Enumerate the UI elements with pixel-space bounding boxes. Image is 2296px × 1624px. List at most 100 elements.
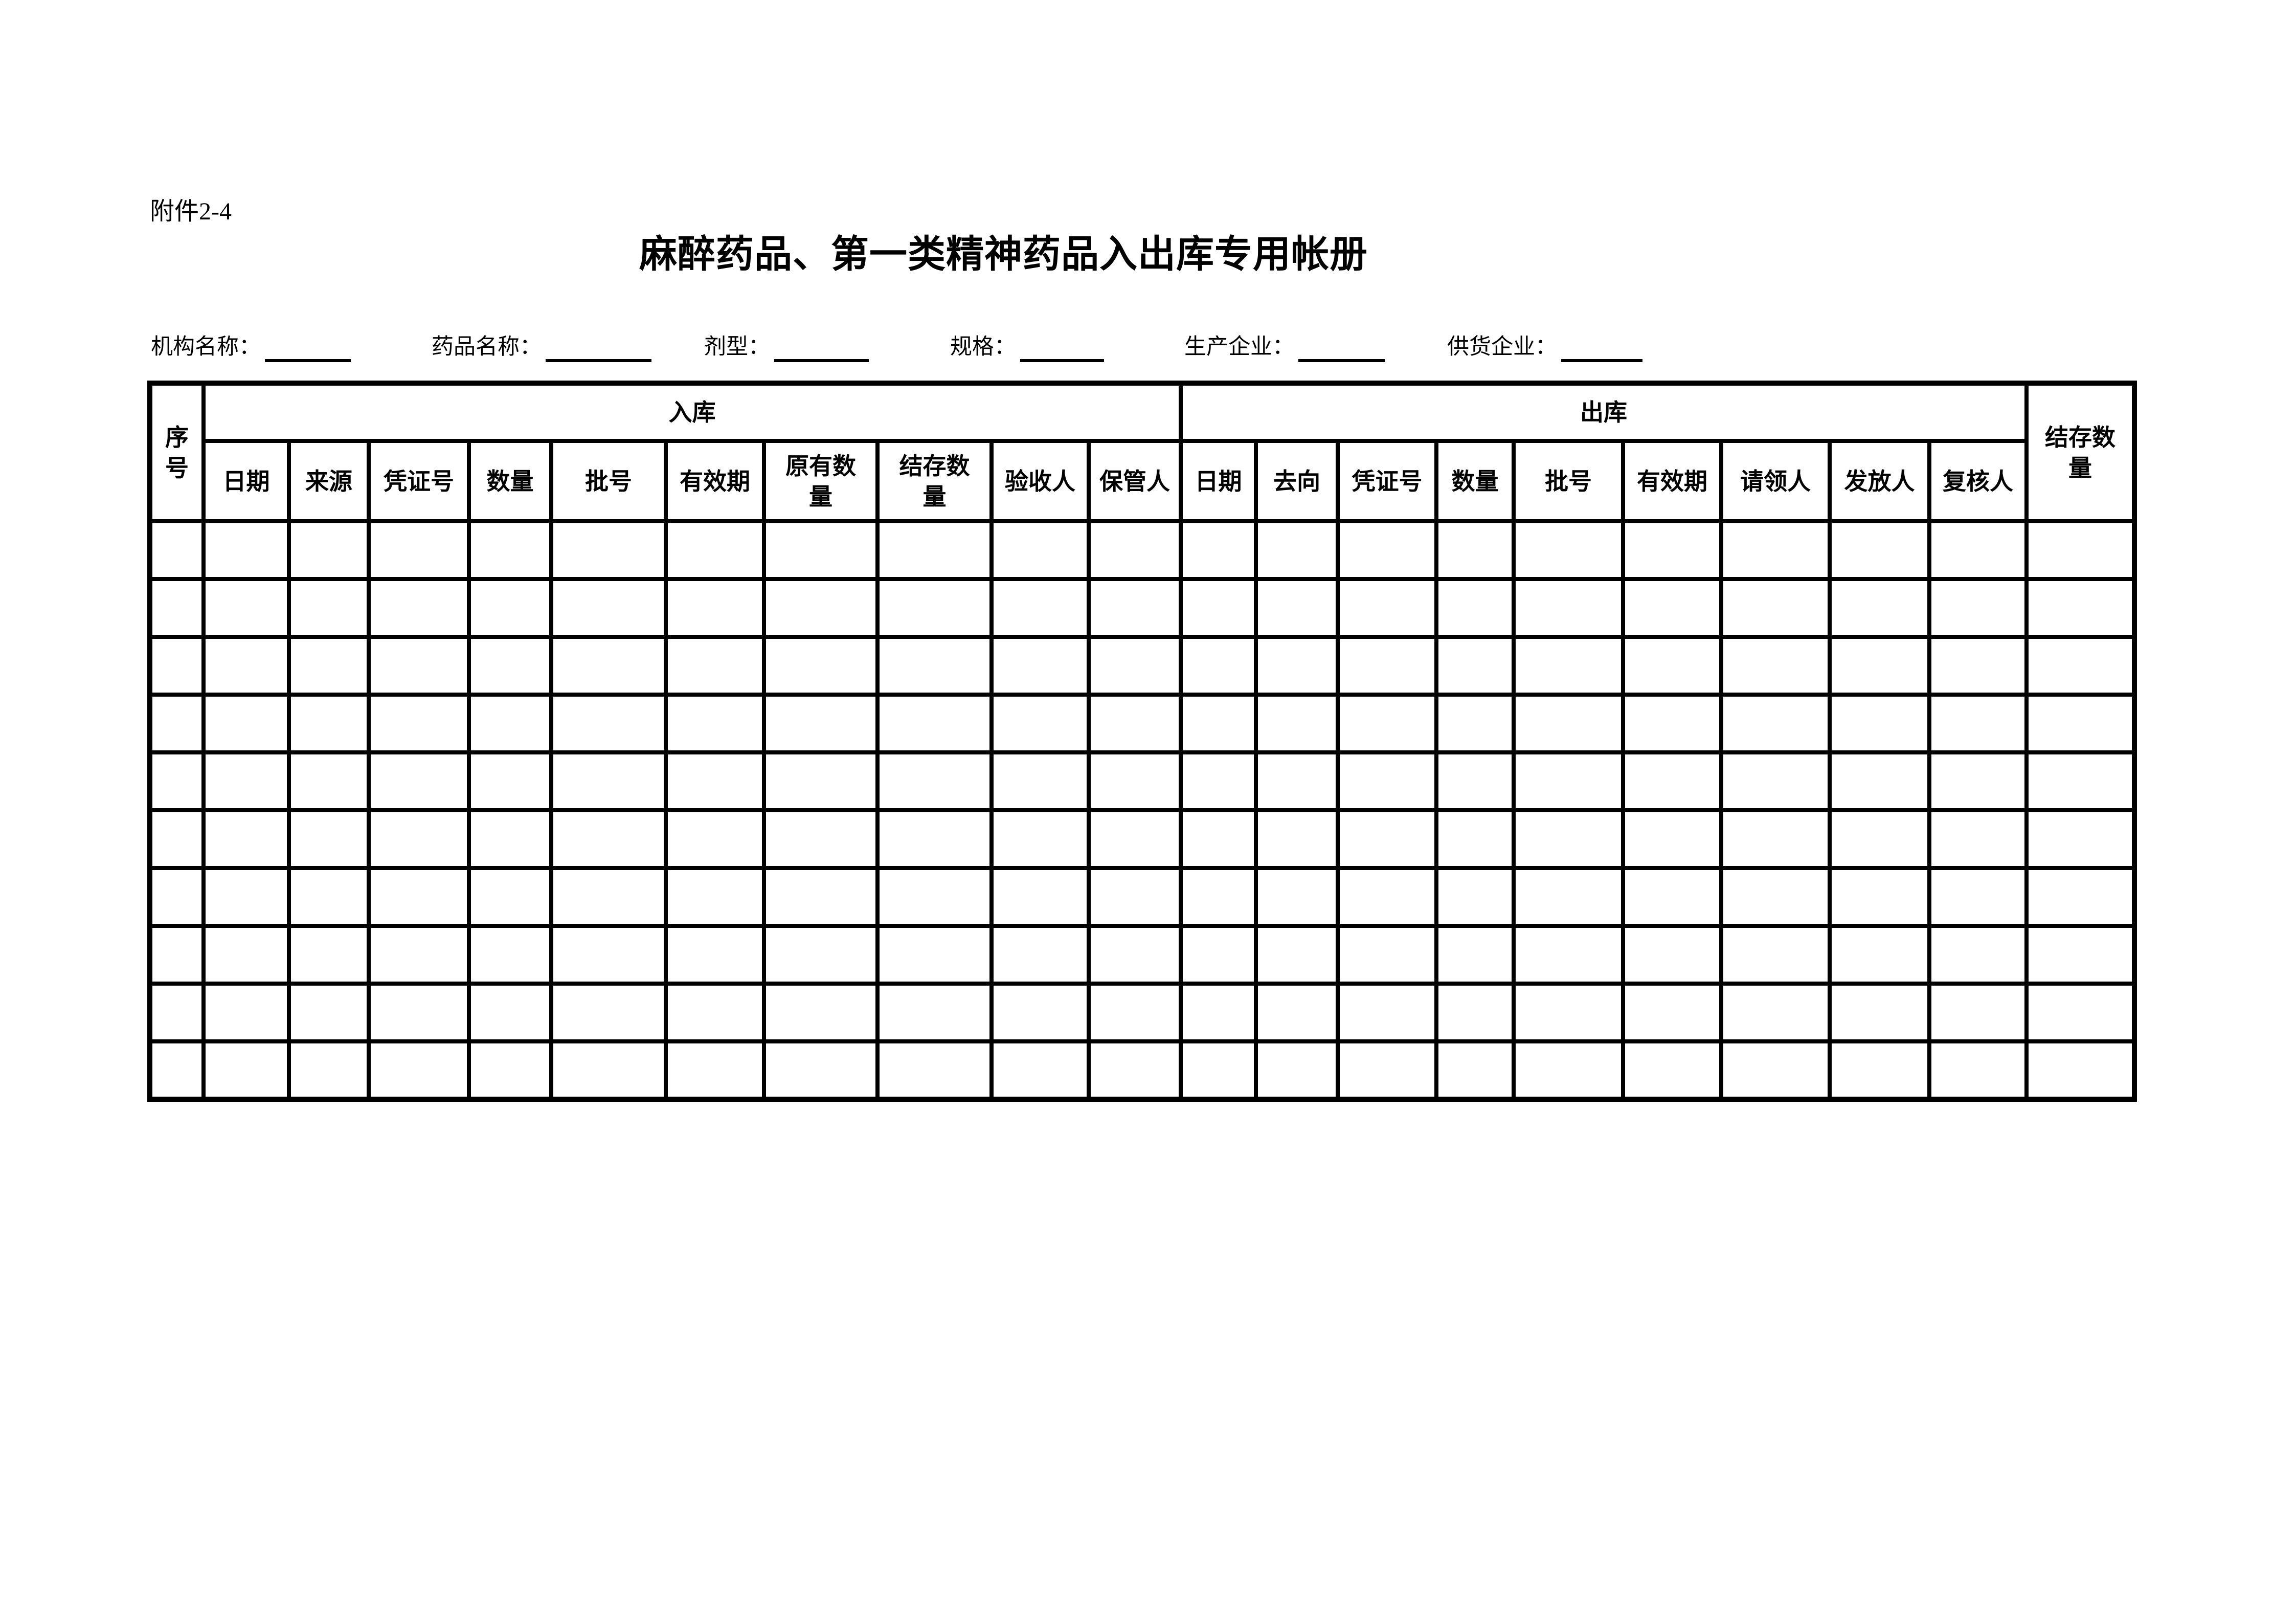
empty-cell <box>1179 693 1258 754</box>
empty-cell <box>664 577 766 639</box>
empty-cell <box>1512 577 1625 639</box>
empty-cell <box>549 1039 668 1101</box>
empty-cell <box>467 577 553 639</box>
empty-cell <box>1254 1039 1340 1101</box>
field-dosage-form-label: 剂型： <box>704 335 770 359</box>
field-drug-name: 药品名称： <box>432 332 651 362</box>
empty-cell <box>467 635 553 697</box>
empty-cell <box>1927 924 2029 986</box>
empty-cell <box>1621 982 1723 1043</box>
empty-cell <box>1179 1039 1258 1101</box>
header-group-row: 序 号 入库 出库 结存数 量 <box>148 381 2137 523</box>
empty-cell <box>1927 1039 2029 1101</box>
empty-cell <box>989 635 1091 697</box>
empty-cell <box>664 866 766 928</box>
empty-cell <box>1512 808 1625 870</box>
empty-cell <box>1087 577 1183 639</box>
empty-cell <box>664 924 766 986</box>
empty-cell <box>1179 808 1258 870</box>
col-header-in-date: 日期 <box>201 439 291 523</box>
empty-cell <box>989 693 1091 754</box>
empty-cell <box>2024 982 2137 1043</box>
empty-cell <box>1927 808 2029 870</box>
empty-cell <box>762 693 880 754</box>
empty-cell <box>1254 693 1340 754</box>
empty-cell <box>201 635 291 697</box>
empty-cell <box>1927 982 2029 1043</box>
empty-cell <box>762 924 880 986</box>
empty-cell <box>467 866 553 928</box>
empty-cell <box>549 924 668 986</box>
col-header-out-batch-no: 批号 <box>1512 439 1625 523</box>
empty-cell <box>1828 924 1931 986</box>
empty-cell <box>2024 693 2137 754</box>
empty-cell <box>1719 693 1832 754</box>
ledger-table: 序 号 入库 出库 结存数 量 日期 来源 凭证号 数量 批号 有效期 原有数 … <box>147 381 2137 1102</box>
field-institution-name: 机构名称： <box>151 332 351 362</box>
empty-cell <box>1254 924 1340 986</box>
empty-cell <box>875 635 994 697</box>
empty-cell <box>549 577 668 639</box>
empty-cell <box>1621 924 1723 986</box>
empty-cell <box>1927 519 2029 581</box>
empty-cell <box>1336 519 1438 581</box>
empty-cell <box>2024 577 2137 639</box>
empty-cell <box>989 982 1091 1043</box>
empty-cell <box>467 1039 553 1101</box>
empty-cell <box>367 693 471 754</box>
empty-cell <box>367 808 471 870</box>
empty-cell <box>1927 635 2029 697</box>
col-header-in-custodian: 保管人 <box>1087 439 1183 523</box>
inbound-group-header: 入库 <box>201 381 1183 443</box>
empty-cell <box>549 519 668 581</box>
empty-cell <box>1336 866 1438 928</box>
empty-cell <box>1621 866 1723 928</box>
blank-line <box>1561 333 1642 362</box>
empty-cell <box>664 808 766 870</box>
table-row <box>148 866 2137 928</box>
empty-cell <box>549 750 668 812</box>
empty-cell <box>201 693 291 754</box>
empty-cell <box>287 982 371 1043</box>
empty-cell <box>1512 693 1625 754</box>
field-manufacturer: 生产企业： <box>1184 332 1385 362</box>
empty-cell <box>1719 866 1832 928</box>
empty-cell <box>1512 750 1625 812</box>
empty-cell <box>201 924 291 986</box>
empty-cell <box>148 982 206 1043</box>
empty-cell <box>1336 750 1438 812</box>
empty-cell <box>367 924 471 986</box>
empty-cell <box>1087 635 1183 697</box>
empty-cell <box>1828 750 1931 812</box>
empty-cell <box>201 808 291 870</box>
empty-cell <box>1512 982 1625 1043</box>
col-header-out-destination: 去向 <box>1254 439 1340 523</box>
empty-cell <box>1434 519 1516 581</box>
empty-cell <box>875 519 994 581</box>
empty-cell <box>1434 982 1516 1043</box>
empty-cell <box>1254 866 1340 928</box>
empty-cell <box>367 635 471 697</box>
empty-cell <box>1336 924 1438 986</box>
empty-cell <box>1087 808 1183 870</box>
empty-cell <box>287 519 371 581</box>
field-dosage-form: 剂型： <box>704 332 869 362</box>
empty-cell <box>1719 519 1832 581</box>
empty-cell <box>989 866 1091 928</box>
empty-cell <box>367 1039 471 1101</box>
empty-cell <box>287 577 371 639</box>
empty-cell <box>467 982 553 1043</box>
empty-cell <box>762 866 880 928</box>
empty-cell <box>1254 519 1340 581</box>
empty-cell <box>1621 577 1723 639</box>
empty-cell <box>1512 1039 1625 1101</box>
col-header-in-source: 来源 <box>287 439 371 523</box>
empty-cell <box>875 1039 994 1101</box>
empty-cell <box>875 982 994 1043</box>
empty-cell <box>1434 1039 1516 1101</box>
table-row <box>148 1039 2137 1101</box>
seq-column-header: 序 号 <box>148 381 206 523</box>
empty-cell <box>875 750 994 812</box>
empty-cell <box>762 635 880 697</box>
